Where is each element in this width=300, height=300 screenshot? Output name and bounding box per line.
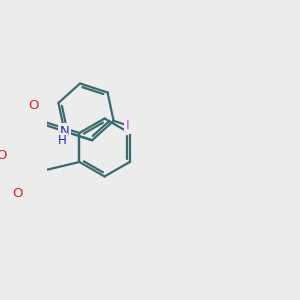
Text: N: N <box>60 125 69 138</box>
Text: O: O <box>29 99 39 112</box>
Text: O: O <box>0 149 7 162</box>
Text: H: H <box>58 134 67 147</box>
Text: O: O <box>13 187 23 200</box>
Text: I: I <box>126 119 130 132</box>
